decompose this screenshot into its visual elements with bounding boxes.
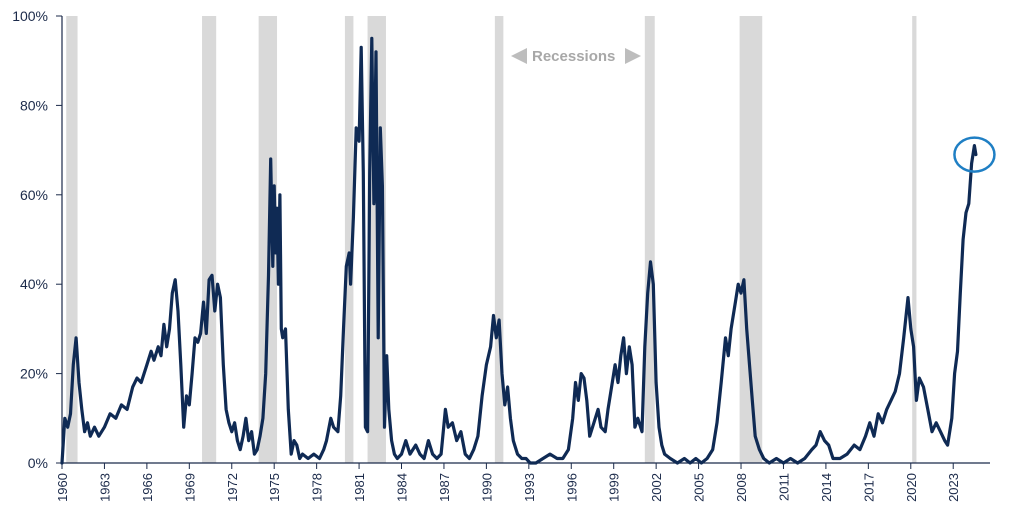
y-tick-label: 100% <box>12 8 48 24</box>
y-tick-label: 60% <box>20 187 48 203</box>
x-tick-label: 2020 <box>904 473 919 502</box>
left-arrow-icon <box>511 48 527 64</box>
x-tick-label: 1984 <box>395 473 410 502</box>
y-tick-label: 40% <box>20 276 48 292</box>
x-tick-label: 1963 <box>97 473 112 502</box>
recessions-label-text: Recessions <box>532 48 615 65</box>
x-tick-label: 1960 <box>55 473 70 502</box>
x-tick-label: 1987 <box>437 473 452 502</box>
x-tick-label: 1996 <box>564 473 579 502</box>
x-tick-label: 1975 <box>267 473 282 502</box>
recession-band <box>739 16 763 463</box>
y-tick-label: 80% <box>20 97 48 113</box>
x-tick-label: 1969 <box>182 473 197 502</box>
x-tick-label: 1981 <box>352 473 367 502</box>
x-tick-label: 2011 <box>776 473 791 501</box>
x-tick-label: 2005 <box>692 473 707 502</box>
y-axis-ticks: 0% 20% 40% 60% 80% 100% <box>12 8 62 471</box>
x-tick-label: 2008 <box>734 473 749 502</box>
recession-band <box>644 16 655 463</box>
x-tick-label: 2017 <box>861 473 876 502</box>
recessions-label: Recessions <box>511 48 641 65</box>
x-tick-label: 2014 <box>819 473 834 502</box>
x-tick-label: 1972 <box>225 473 240 502</box>
x-tick-label: 1966 <box>140 473 155 502</box>
x-tick-label: 1993 <box>522 473 537 502</box>
recession-bands <box>66 16 917 463</box>
highlight-circle <box>953 136 996 173</box>
x-tick-label: 2002 <box>649 473 664 502</box>
x-tick-label: 1978 <box>310 473 325 502</box>
series-line <box>60 36 978 465</box>
x-tick-label: 2023 <box>946 473 961 502</box>
x-axis-ticks: 1960 1963 1966 1969 1972 1975 1978 1981 1984 1987… <box>55 463 961 502</box>
recession-band <box>344 16 354 463</box>
recession-band <box>494 16 504 463</box>
recession-band <box>912 16 917 463</box>
right-arrow-icon <box>625 48 641 64</box>
recession-band <box>66 16 78 463</box>
y-tick-label: 0% <box>28 455 48 471</box>
x-tick-label: 1990 <box>479 473 494 502</box>
x-tick-label: 1999 <box>607 473 622 502</box>
y-tick-label: 20% <box>20 366 48 382</box>
recession-band <box>202 16 217 463</box>
